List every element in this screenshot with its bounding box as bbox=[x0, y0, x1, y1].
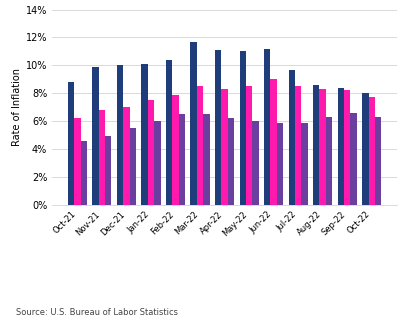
Bar bbox=[277, 123, 283, 205]
Bar bbox=[197, 86, 203, 205]
Text: Source: U.S. Bureau of Labor Statistics: Source: U.S. Bureau of Labor Statistics bbox=[16, 308, 178, 317]
Bar bbox=[130, 128, 136, 205]
Bar bbox=[326, 117, 332, 205]
Bar bbox=[289, 69, 295, 205]
Bar bbox=[203, 114, 210, 205]
Bar bbox=[117, 65, 123, 205]
Bar bbox=[338, 88, 344, 205]
Bar bbox=[179, 114, 185, 205]
Bar bbox=[99, 110, 105, 205]
Bar bbox=[154, 121, 160, 205]
Bar bbox=[68, 82, 74, 205]
Bar bbox=[123, 107, 130, 205]
Bar bbox=[239, 52, 246, 205]
Bar bbox=[344, 91, 350, 205]
Bar bbox=[252, 121, 259, 205]
Bar bbox=[81, 141, 87, 205]
Bar bbox=[166, 60, 172, 205]
Bar bbox=[301, 123, 308, 205]
Bar bbox=[350, 113, 357, 205]
Bar bbox=[369, 97, 375, 205]
Bar bbox=[215, 50, 221, 205]
Bar bbox=[246, 86, 252, 205]
Y-axis label: Rate of Inflation: Rate of Inflation bbox=[12, 68, 22, 146]
Bar bbox=[295, 86, 301, 205]
Bar bbox=[190, 42, 197, 205]
Bar bbox=[270, 79, 277, 205]
Bar bbox=[148, 100, 154, 205]
Bar bbox=[221, 89, 228, 205]
Bar bbox=[313, 85, 320, 205]
Bar bbox=[375, 117, 381, 205]
Bar bbox=[74, 118, 81, 205]
Bar bbox=[228, 118, 234, 205]
Bar bbox=[172, 95, 179, 205]
Bar bbox=[264, 49, 270, 205]
Bar bbox=[92, 67, 99, 205]
Bar bbox=[105, 136, 111, 205]
Bar bbox=[142, 64, 148, 205]
Bar bbox=[320, 89, 326, 205]
Bar bbox=[362, 93, 369, 205]
